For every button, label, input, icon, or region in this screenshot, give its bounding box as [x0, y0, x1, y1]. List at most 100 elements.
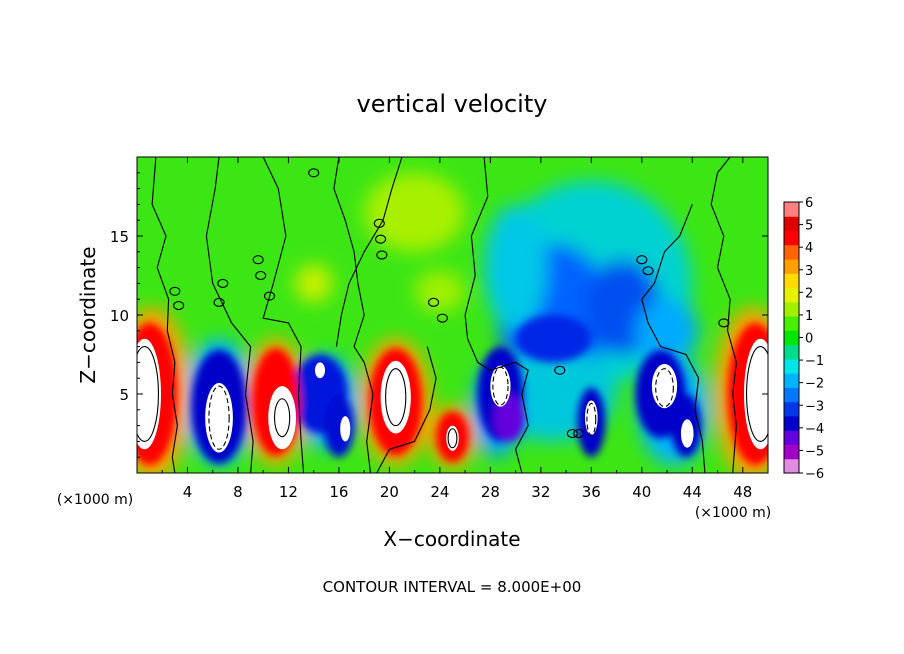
- colorbar-swatch: [784, 330, 799, 346]
- field-extreme-core: [490, 365, 511, 407]
- colorbar-tick-label: −4: [805, 422, 824, 437]
- negative-contour: [586, 402, 597, 436]
- small-contour-loop: [566, 428, 578, 439]
- colorbar-swatch: [784, 458, 799, 474]
- zero-contour: [151, 157, 178, 473]
- y-tick-label: 5: [119, 386, 129, 404]
- colorbar-swatch: [784, 259, 799, 274]
- field-extreme-core: [205, 382, 233, 453]
- zero-contour: [205, 157, 254, 473]
- small-contour-loop: [573, 428, 585, 439]
- colorbar-tick-label: −6: [805, 467, 824, 482]
- zero-contour: [262, 157, 305, 473]
- small-contour-loop: [373, 218, 385, 228]
- positive-contour: [137, 346, 159, 442]
- colorbar-tick-label: −5: [805, 444, 824, 459]
- field-blob: [484, 204, 548, 331]
- negative-contour: [655, 368, 674, 408]
- small-contour-loop: [263, 291, 276, 301]
- colorbar-swatch: [784, 344, 799, 360]
- x-tick-label: 16: [329, 483, 348, 501]
- colorbar-swatch: [784, 244, 799, 260]
- small-contour-loop: [255, 270, 267, 281]
- field-blob: [635, 299, 699, 363]
- colorbar-swatch: [784, 444, 799, 460]
- x-tick-label: 44: [683, 483, 702, 501]
- colorbar-tick-label: −1: [805, 354, 824, 369]
- colorbar-tick-label: 3: [805, 264, 813, 279]
- x-axis-label: X−coordinate: [383, 527, 520, 551]
- field-extreme-core: [340, 416, 351, 442]
- small-contour-loop: [213, 297, 225, 307]
- small-contour-loop: [308, 168, 320, 178]
- x-tick-label: 32: [531, 483, 550, 501]
- colorbar-swatch: [784, 415, 799, 431]
- positive-contour: [385, 368, 407, 427]
- colorbar-swatch: [784, 401, 799, 417]
- small-contour-loop: [636, 255, 648, 265]
- contour-interval-note: CONTOUR INTERVAL = 8.000E+00: [323, 578, 582, 596]
- colorbar-tick-label: 1: [805, 309, 813, 324]
- zero-contour: [464, 157, 529, 473]
- colorbar-swatch: [784, 273, 799, 289]
- small-contour-loop: [169, 286, 181, 296]
- colorbar-tick-label: 6: [805, 196, 813, 211]
- positive-contour: [274, 398, 291, 438]
- zero-contour: [710, 157, 737, 473]
- chart-title: vertical velocity: [357, 90, 548, 118]
- small-contour-loop: [436, 313, 448, 323]
- zero-contour: [376, 346, 437, 473]
- field-extreme-core: [268, 386, 297, 450]
- y-axis-unit: (×1000 m): [57, 492, 133, 508]
- colorbar-swatch: [784, 387, 799, 403]
- colorbar-tick-label: 5: [805, 219, 813, 234]
- colorbar-swatch: [784, 287, 799, 303]
- x-tick-label: 40: [632, 483, 651, 501]
- colorbar-swatch: [784, 358, 799, 374]
- x-axis-unit: (×1000 m): [695, 505, 771, 521]
- small-contour-loop: [642, 266, 654, 276]
- x-tick-label: 28: [481, 483, 500, 501]
- positive-contour: [447, 428, 458, 449]
- x-tick-label: 24: [430, 483, 449, 501]
- x-tick-label: 48: [733, 483, 752, 501]
- y-axis-label: Z−coordinate: [76, 246, 100, 383]
- field-extreme-core: [314, 362, 326, 379]
- colorbar-swatch: [784, 216, 799, 232]
- small-contour-loop: [718, 318, 730, 328]
- colorbar-tick-label: 0: [805, 332, 813, 347]
- colorbar-swatch: [784, 316, 799, 331]
- colorbar-swatch: [784, 430, 799, 445]
- colorbar-tick-label: −3: [805, 399, 824, 414]
- field-extreme-core: [744, 338, 768, 450]
- small-contour-loop: [173, 300, 185, 311]
- x-axis-ticks: 4 8 12 16 20 24 28 32 36 40 44 48: [161, 157, 769, 501]
- y-tick-label: 15: [110, 228, 129, 246]
- negative-contour: [492, 366, 509, 406]
- y-tick-label: 10: [110, 307, 129, 325]
- contour-lines: [137, 157, 768, 473]
- y-axis-ticks: 5 10 15: [110, 172, 768, 458]
- field-core: [515, 315, 592, 363]
- field-blob: [294, 264, 333, 303]
- negative-contour: [208, 385, 230, 450]
- field-extreme-core: [680, 419, 694, 448]
- small-contour-loop: [428, 297, 440, 307]
- field-blob: [414, 270, 466, 312]
- colorbar-tick-label: 2: [805, 286, 813, 301]
- field-core: [323, 394, 355, 458]
- colorbar-tick-label: 4: [805, 241, 813, 256]
- colorbar: [783, 201, 800, 474]
- small-contour-loop: [375, 234, 387, 244]
- x-tick-label: 8: [233, 483, 243, 501]
- small-contour-loop: [217, 278, 229, 288]
- x-tick-label: 12: [279, 483, 298, 501]
- small-contour-loop: [252, 255, 264, 265]
- x-tick-label: 4: [183, 483, 193, 501]
- small-contour-loop: [376, 250, 388, 260]
- colorbar-swatch: [784, 202, 799, 217]
- zero-contour: [333, 157, 374, 473]
- zero-contour: [335, 157, 403, 347]
- x-tick-label: 36: [582, 483, 601, 501]
